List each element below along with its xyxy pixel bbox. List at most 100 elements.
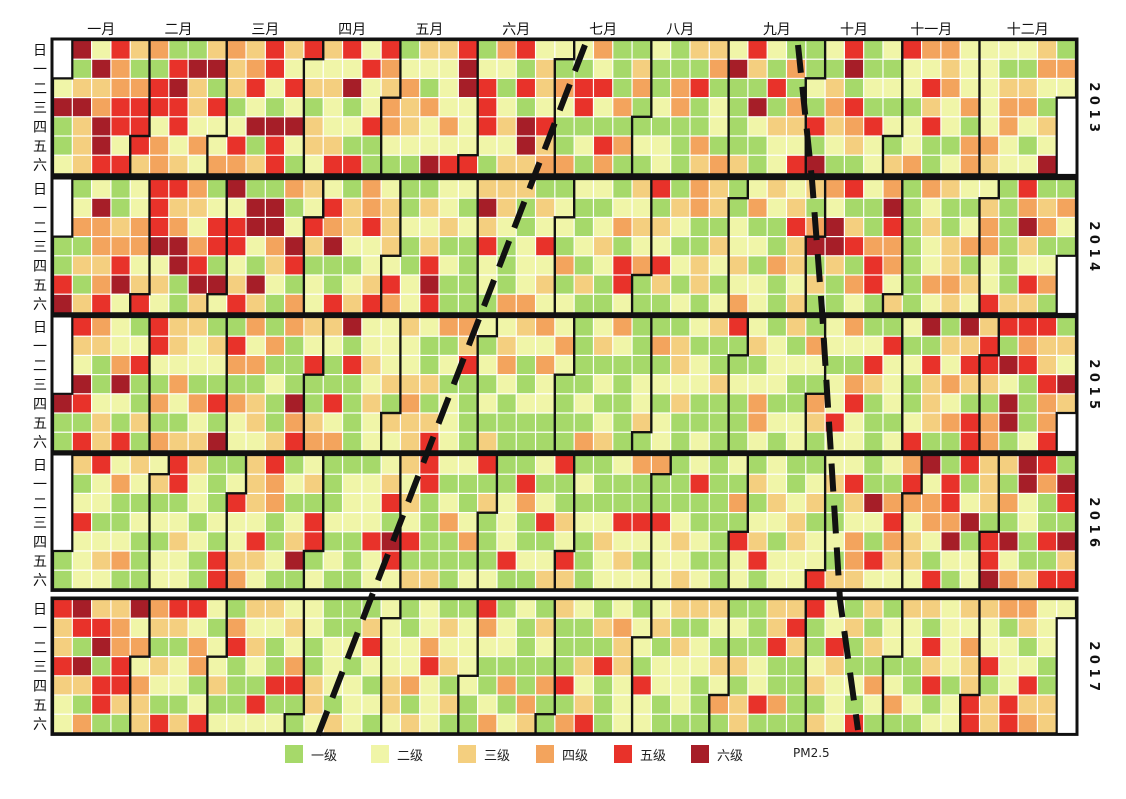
day-cell xyxy=(343,218,362,236)
day-cell xyxy=(709,638,728,656)
day-cell xyxy=(709,198,728,217)
day-cell xyxy=(169,432,188,451)
day-cell xyxy=(651,317,671,336)
day-cell xyxy=(497,294,516,313)
day-cell xyxy=(478,413,497,432)
day-cell xyxy=(960,79,979,97)
day-cell xyxy=(304,198,323,217)
day-cell xyxy=(825,695,844,714)
day-cell xyxy=(748,455,767,474)
day-cell xyxy=(323,136,342,155)
day-cell xyxy=(323,570,342,589)
day-cell xyxy=(671,294,690,313)
day-cell xyxy=(709,413,728,432)
day-cell xyxy=(92,59,111,78)
day-cell xyxy=(246,237,265,256)
day-cell xyxy=(246,218,265,236)
day-cell xyxy=(246,317,265,336)
day-cell xyxy=(111,179,130,198)
day-cell xyxy=(478,256,497,275)
day-cell xyxy=(362,198,381,217)
day-cell xyxy=(651,356,671,374)
day-cell xyxy=(227,394,246,413)
day-cell xyxy=(980,294,999,313)
day-cell xyxy=(478,155,497,174)
day-cell xyxy=(767,599,786,618)
day-cell xyxy=(671,494,690,512)
day-cell xyxy=(555,237,574,256)
day-cell xyxy=(497,494,516,512)
day-cell xyxy=(960,136,979,155)
day-cell xyxy=(92,413,111,432)
day-cell xyxy=(343,676,362,695)
day-cell xyxy=(265,570,285,589)
day-cell xyxy=(844,455,864,474)
day-cell xyxy=(362,413,381,432)
day-cell xyxy=(323,40,342,59)
day-cell xyxy=(362,676,381,695)
day-cell xyxy=(227,432,246,451)
day-cell xyxy=(729,237,748,256)
day-cell xyxy=(690,317,709,336)
day-cell xyxy=(458,294,478,313)
day-cell xyxy=(748,59,767,78)
day-cell xyxy=(304,40,323,59)
day-cell xyxy=(883,455,902,474)
day-cell xyxy=(594,294,613,313)
day-cell xyxy=(478,59,497,78)
day-cell xyxy=(1018,237,1037,256)
day-cell xyxy=(902,375,921,394)
day-cell xyxy=(1057,455,1076,474)
day-cell xyxy=(729,474,748,493)
day-cell xyxy=(53,136,72,155)
day-cell xyxy=(767,136,786,155)
day-cell xyxy=(150,413,169,432)
day-cell xyxy=(613,394,632,413)
day-cell xyxy=(188,59,207,78)
day-cell xyxy=(478,317,497,336)
day-cell xyxy=(806,117,825,136)
day-cell xyxy=(1037,618,1057,637)
day-cell xyxy=(439,317,458,336)
day-cell xyxy=(401,136,420,155)
day-cell xyxy=(208,317,227,336)
day-cell xyxy=(381,513,400,532)
day-cell xyxy=(343,432,362,451)
day-cell xyxy=(458,657,478,676)
day-cell xyxy=(555,155,574,174)
day-cell xyxy=(304,513,323,532)
day-cell xyxy=(343,198,362,217)
day-cell xyxy=(941,618,960,637)
day-cell xyxy=(748,474,767,493)
day-cell xyxy=(516,218,535,236)
day-cell xyxy=(458,394,478,413)
day-cell xyxy=(555,638,574,656)
day-cell xyxy=(516,317,535,336)
day-cell xyxy=(844,79,864,97)
day-cell xyxy=(999,237,1018,256)
day-cell xyxy=(844,599,864,618)
day-cell xyxy=(613,599,632,618)
day-cell xyxy=(381,237,400,256)
day-cell xyxy=(516,136,535,155)
day-cell xyxy=(343,40,362,59)
day-cell xyxy=(1037,275,1057,294)
day-cell xyxy=(362,218,381,236)
day-cell xyxy=(613,237,632,256)
day-cell xyxy=(150,237,169,256)
day-cell xyxy=(265,618,285,637)
day-cell xyxy=(671,618,690,637)
day-cell xyxy=(999,394,1018,413)
day-cell xyxy=(516,294,535,313)
day-cell xyxy=(169,676,188,695)
day-cell xyxy=(613,532,632,551)
day-cell xyxy=(401,695,420,714)
day-cell xyxy=(709,432,728,451)
day-cell xyxy=(323,98,342,117)
day-cell xyxy=(632,79,651,97)
day-cell xyxy=(960,714,979,733)
day-cell xyxy=(265,676,285,695)
day-cell xyxy=(594,198,613,217)
month-label: 十一月 xyxy=(910,22,952,38)
day-cell xyxy=(980,714,999,733)
